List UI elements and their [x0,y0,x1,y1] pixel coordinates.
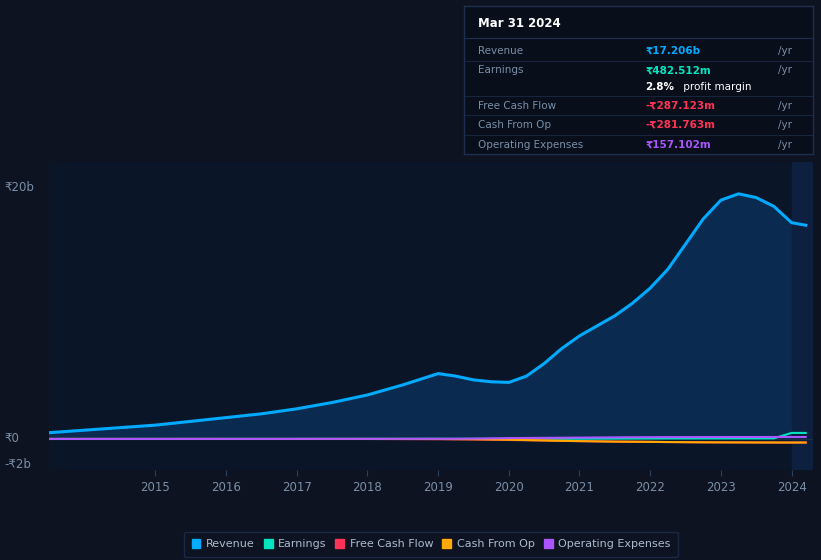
Text: ₹157.102m: ₹157.102m [645,139,711,150]
Text: Cash From Op: Cash From Op [478,120,551,130]
Text: profit margin: profit margin [680,82,752,92]
Text: Earnings: Earnings [478,66,523,76]
Text: /yr: /yr [778,139,792,150]
Text: -₹281.763m: -₹281.763m [645,120,715,130]
Text: 2.8%: 2.8% [645,82,674,92]
Legend: Revenue, Earnings, Free Cash Flow, Cash From Op, Operating Expenses: Revenue, Earnings, Free Cash Flow, Cash … [184,531,678,557]
Text: /yr: /yr [778,66,792,76]
Text: -₹287.123m: -₹287.123m [645,101,715,111]
Text: ₹17.206b: ₹17.206b [645,46,700,56]
Text: ₹20b: ₹20b [4,181,34,194]
Text: Mar 31 2024: Mar 31 2024 [478,17,561,30]
Bar [791,162,813,470]
Text: ₹0: ₹0 [4,432,19,445]
Text: /yr: /yr [778,46,792,56]
Text: /yr: /yr [778,101,792,111]
Text: -₹2b: -₹2b [4,458,31,470]
Text: /yr: /yr [778,120,792,130]
Text: Operating Expenses: Operating Expenses [478,139,583,150]
Text: ₹482.512m: ₹482.512m [645,66,711,76]
Text: Free Cash Flow: Free Cash Flow [478,101,556,111]
Text: Revenue: Revenue [478,46,523,56]
